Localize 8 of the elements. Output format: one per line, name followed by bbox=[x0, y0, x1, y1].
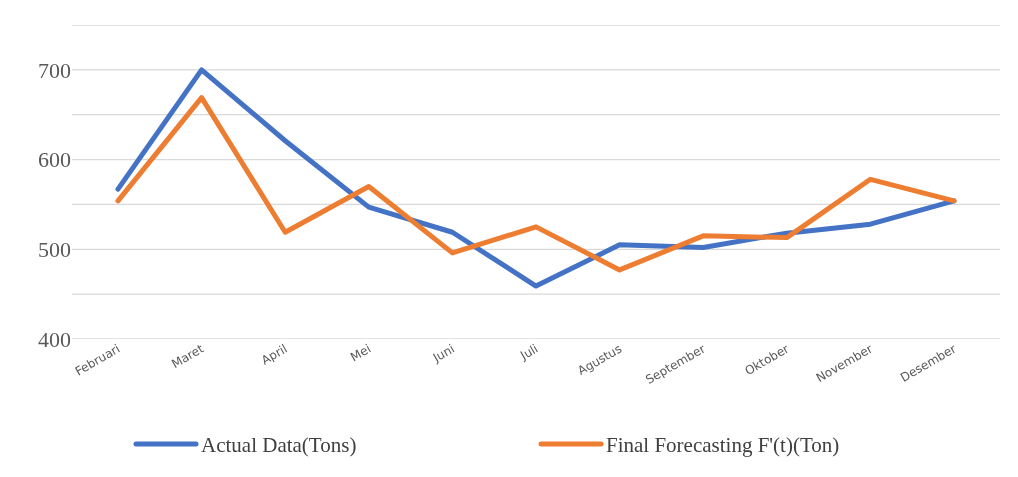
y-tick-label: 700 bbox=[38, 57, 71, 83]
x-tick-label: Mei bbox=[348, 341, 374, 365]
y-tick-label: 400 bbox=[38, 326, 71, 352]
legend-label: Final Forecasting F'(t)(Ton) bbox=[606, 433, 840, 458]
y-tick-label: 500 bbox=[38, 236, 71, 262]
x-tick-label: Juli bbox=[517, 341, 541, 364]
y-tick-label: 600 bbox=[38, 147, 71, 173]
legend-label: Actual Data(Tons) bbox=[201, 433, 357, 458]
